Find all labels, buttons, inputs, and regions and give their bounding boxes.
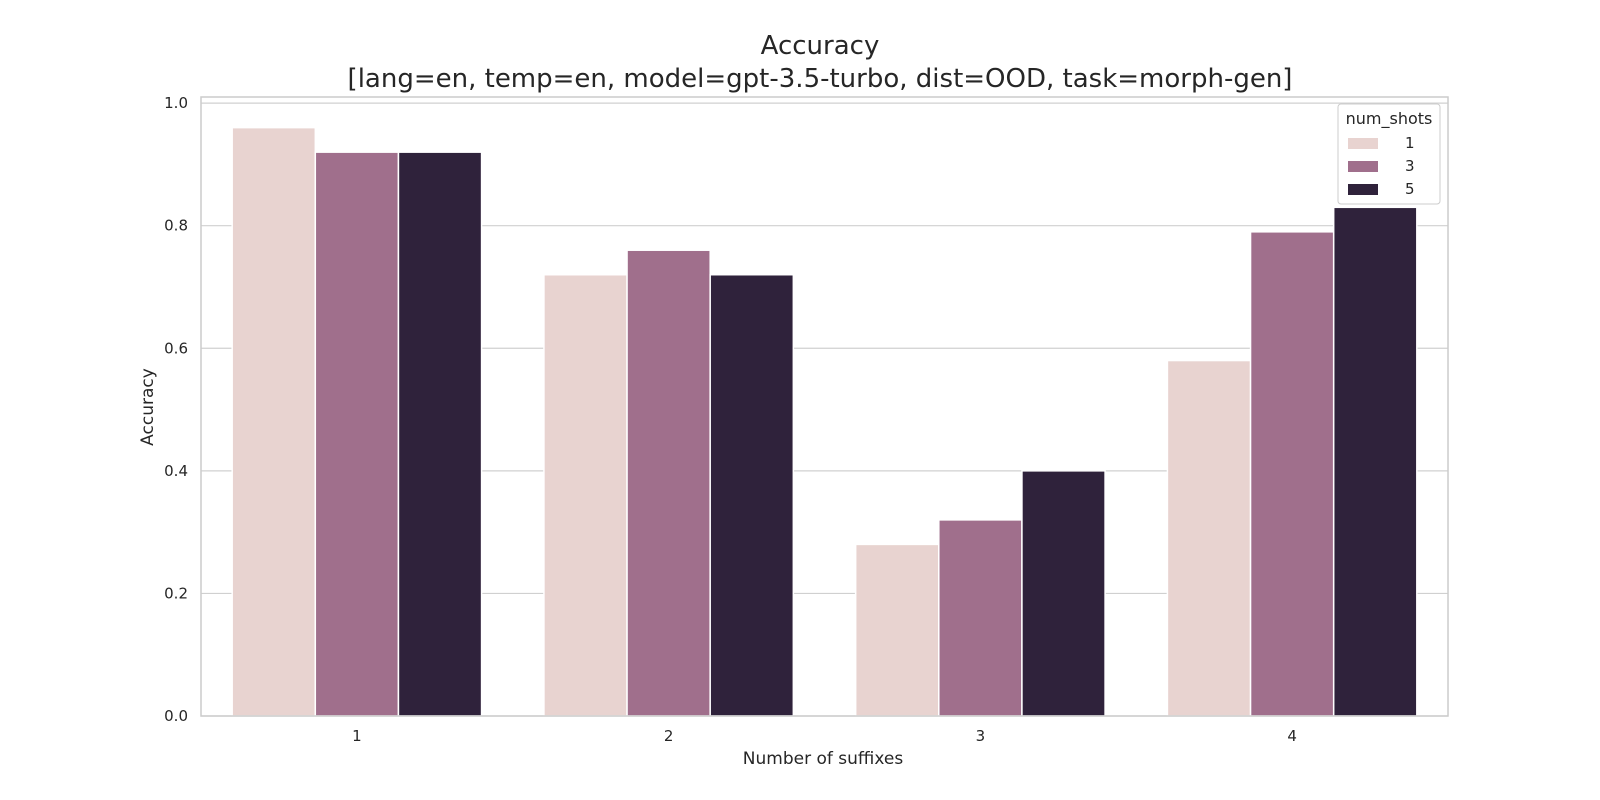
x-tick-label: 4 <box>1287 727 1297 745</box>
bar-4-shots-1 <box>1166 359 1252 717</box>
y-tick-label: 0.4 <box>164 462 188 480</box>
bar-1-shots-1 <box>231 126 317 717</box>
bar-4-shots-5 <box>1332 206 1418 717</box>
legend-items: 1 3 5 <box>1348 134 1415 198</box>
x-axis-ticks: 1 2 3 4 <box>352 727 1297 745</box>
bar-3-shots-5 <box>1021 470 1106 717</box>
x-axis-label: Number of suffixes <box>743 749 904 769</box>
x-tick-label: 3 <box>976 727 986 745</box>
chart-subtitle: [lang=en, temp=en, model=gpt-3.5-turbo, … <box>348 64 1293 94</box>
legend-swatch <box>1348 184 1378 195</box>
y-tick-label: 0.0 <box>164 707 188 725</box>
chart-title: Accuracy <box>761 31 880 61</box>
legend-label: 3 <box>1405 157 1415 175</box>
bar-2-shots-3 <box>626 249 711 717</box>
y-axis-label: Accuracy <box>138 368 158 446</box>
y-tick-label: 1.0 <box>164 94 188 112</box>
y-tick-label: 0.6 <box>164 339 188 357</box>
bar-3-shots-1 <box>854 543 940 717</box>
y-tick-label: 0.8 <box>164 217 188 235</box>
legend-swatch <box>1348 161 1378 172</box>
legend-swatch <box>1348 138 1378 149</box>
bars <box>231 126 1418 717</box>
y-tick-label: 0.2 <box>164 584 188 602</box>
bar-1-shots-3 <box>314 151 400 717</box>
x-tick-label: 2 <box>664 727 674 745</box>
legend-label: 5 <box>1405 180 1415 198</box>
legend-box <box>1337 103 1441 205</box>
bar-2-shots-5 <box>709 273 795 717</box>
bar-4-shots-3 <box>1249 231 1335 717</box>
bar-1-shots-5 <box>397 151 483 717</box>
legend-label: 1 <box>1405 134 1415 152</box>
plot-frame <box>200 96 1449 717</box>
bar-3-shots-3 <box>938 519 1023 717</box>
bar-2-shots-1 <box>543 273 628 717</box>
x-tick-label: 1 <box>352 727 362 745</box>
y-axis-ticks: 0.0 0.2 0.4 0.6 0.8 1.0 <box>164 94 188 725</box>
legend: num_shots 1 3 5 <box>1337 103 1441 205</box>
legend-title: num_shots <box>1346 109 1433 129</box>
